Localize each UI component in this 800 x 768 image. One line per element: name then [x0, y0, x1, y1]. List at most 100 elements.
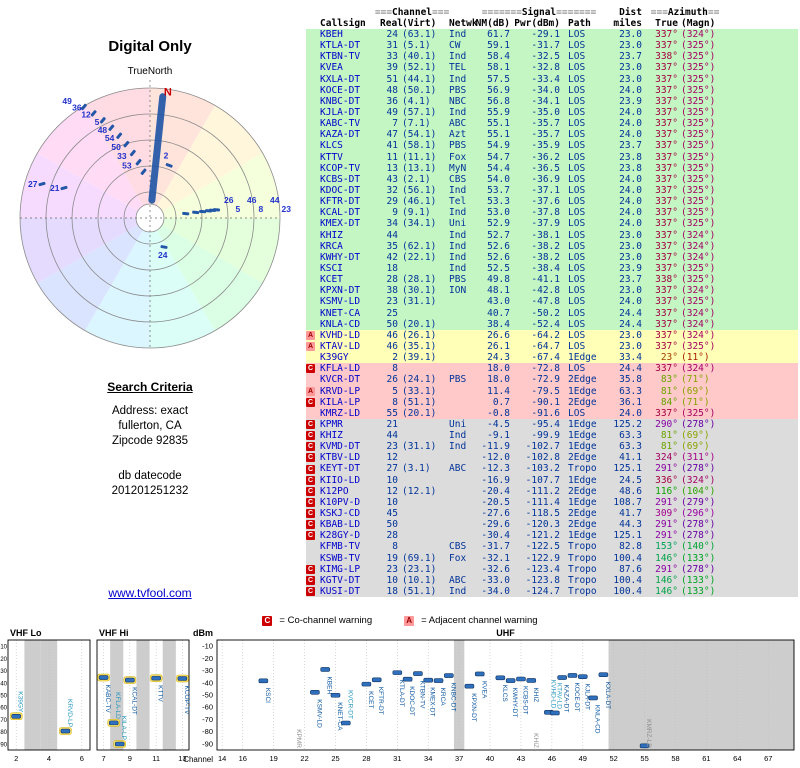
- callsign-link[interactable]: KVEA: [320, 62, 343, 74]
- signal-nm-db: -11.9: [481, 441, 510, 453]
- callsign-link[interactable]: KCOP-TV: [320, 162, 361, 174]
- signal-power-dbm: -122.5: [525, 541, 560, 553]
- callsign-link[interactable]: K12PO: [320, 485, 349, 497]
- channel-real: 51: [386, 73, 398, 85]
- warning-cell: [306, 163, 320, 174]
- callsign-link[interactable]: KVCR-DT: [320, 374, 361, 386]
- callsign-link[interactable]: KOCE-DT: [320, 84, 361, 96]
- distance-miles: 23.7: [619, 274, 642, 286]
- callsign-link[interactable]: KUSI-DT: [320, 586, 361, 598]
- station-bar: [330, 692, 341, 698]
- callsign-link[interactable]: K39GY: [320, 352, 349, 364]
- callsign-link[interactable]: KTTV: [320, 151, 343, 163]
- callsign-link[interactable]: KSWB-TV: [320, 552, 361, 564]
- callsign-link[interactable]: KDOC-DT: [320, 184, 361, 196]
- network-label: [444, 397, 474, 408]
- callsign-link[interactable]: KCBS-DT: [320, 173, 361, 185]
- azimuth-true: 337°: [655, 196, 678, 208]
- signal-nm-db: 55.9: [487, 106, 510, 118]
- callsign-link[interactable]: KWHY-DT: [320, 251, 361, 263]
- distance-miles: 24.5: [619, 474, 642, 486]
- callsign-link[interactable]: KJLA-DT: [320, 106, 361, 118]
- channel-real: 34: [386, 218, 398, 230]
- callsign-link[interactable]: KTAV-LD: [320, 340, 361, 352]
- distance-miles: 48.6: [619, 485, 642, 497]
- callsign-link[interactable]: KBEH: [320, 29, 343, 40]
- channel-real: 46: [386, 329, 398, 341]
- channel-virtual: (3.1): [402, 463, 431, 475]
- signal-path: LOS: [568, 363, 586, 375]
- callsign-link[interactable]: KNLA-CD: [320, 318, 361, 330]
- station-row: KNET-CA 25 40.7 -50.2 LOS 24.4 337° (324°): [306, 307, 798, 319]
- callsign-link[interactable]: KNET-CA: [320, 307, 361, 319]
- callsign-link[interactable]: K28GY-D: [320, 530, 361, 542]
- callsign-link[interactable]: KFLA-LD: [320, 363, 361, 375]
- station-label: KCET: [367, 691, 374, 708]
- callsign-link[interactable]: KVMD-DT: [320, 441, 361, 453]
- callsign-link[interactable]: KIMG-LP: [320, 563, 361, 575]
- callsign-link[interactable]: KGTV-DT: [320, 574, 361, 586]
- y-tick-label: -40: [0, 681, 8, 687]
- callsign-link[interactable]: KCET: [320, 274, 343, 286]
- callsign-link[interactable]: KLCS: [320, 140, 343, 152]
- station-row: KVCR-DT 26 (24.1) PBS 18.0 -72.9 2Edge 35.8 83°(…: [306, 374, 798, 386]
- azimuth-magnetic: (71°): [681, 374, 710, 386]
- azimuth-true: 337°: [655, 363, 678, 375]
- callsign-link[interactable]: KEYT-DT: [320, 463, 361, 475]
- callsign-link[interactable]: KPXN-DT: [320, 285, 361, 297]
- channel-virtual: (44.1): [402, 73, 437, 85]
- callsign-link[interactable]: KAZA-DT: [320, 129, 361, 141]
- station-bar: [125, 677, 135, 683]
- callsign-link[interactable]: KNBC-DT: [320, 95, 361, 107]
- warning-cell: [306, 252, 320, 263]
- distance-miles: 24.4: [619, 363, 642, 375]
- adjacent-channel-warning-badge: A: [306, 342, 315, 351]
- callsign-link[interactable]: KMEX-DT: [320, 218, 361, 230]
- channel-virtual: (22.1): [402, 251, 437, 263]
- channel-virtual: (69.1): [402, 552, 437, 564]
- callsign-link[interactable]: KTBV-LD: [320, 452, 361, 464]
- callsign-link[interactable]: KRCA: [320, 240, 343, 252]
- callsign-link[interactable]: KTBN-TV: [320, 51, 361, 63]
- callsign-link[interactable]: KMRZ-LD: [320, 407, 361, 419]
- tvfool-link[interactable]: www.tvfool.com: [108, 586, 192, 600]
- search-criteria-heading: Search Criteria: [107, 380, 193, 394]
- callsign-link[interactable]: KVHD-LD: [320, 329, 361, 341]
- callsign-link[interactable]: KSCI: [320, 262, 343, 274]
- warning-cell: C: [306, 463, 320, 474]
- azimuth-magnetic: (311°): [681, 452, 716, 464]
- network-label: [444, 330, 474, 341]
- callsign-link[interactable]: KSMV-LD: [320, 296, 361, 308]
- signal-nm-db: 55.1: [487, 129, 510, 141]
- station-row: KCOP-TV 13 (13.1) MyN 54.4 -36.5 LOS 23.8 337° (3…: [306, 162, 798, 174]
- callsign-link[interactable]: KSKJ-CD: [320, 508, 361, 520]
- criteria-address: Address: exact: [111, 405, 189, 417]
- callsign-link[interactable]: KILA-LP: [320, 396, 361, 408]
- callsign-link[interactable]: KBAB-LD: [320, 519, 361, 531]
- callsign-link[interactable]: KHIZ: [320, 430, 343, 442]
- callsign-link[interactable]: KIIO-LD: [320, 474, 361, 486]
- signal-nm-db: 38.4: [487, 318, 510, 330]
- azimuth-magnetic: (324°): [681, 329, 716, 341]
- distance-miles: 24.0: [619, 84, 642, 96]
- callsign-link[interactable]: KPMR: [320, 418, 343, 430]
- callsign-link[interactable]: KFTR-DT: [320, 196, 361, 208]
- adjacent-channel-legend-text: = Adjacent channel warning: [421, 615, 538, 626]
- station-row: C KGTV-DT 10 (10.1) ABC -33.0 -123.8 Tropo 100.4…: [306, 574, 798, 587]
- network-label: ABC: [449, 463, 467, 475]
- y-tick-label: -20: [202, 654, 213, 663]
- callsign-link[interactable]: KTLA-DT: [320, 40, 361, 52]
- channel-marker-label: 8: [259, 204, 264, 214]
- callsign-link[interactable]: KHIZ: [320, 229, 343, 241]
- callsign-link[interactable]: KABC-TV: [320, 118, 361, 130]
- callsign-link[interactable]: KRVD-LP: [320, 385, 361, 397]
- callsign-link[interactable]: KFMB-TV: [320, 541, 361, 553]
- callsign-link[interactable]: KCAL-DT: [320, 207, 361, 219]
- callsign-link[interactable]: KXLA-DT: [320, 73, 361, 85]
- channel-virtual: (5.1): [402, 40, 431, 52]
- compass-sector: [150, 218, 263, 331]
- x-tick-label: 14: [218, 754, 226, 763]
- callsign-link[interactable]: K10PV-D: [320, 496, 361, 508]
- signal-power-dbm: -31.7: [531, 40, 560, 52]
- azimuth-true: 337°: [655, 118, 678, 130]
